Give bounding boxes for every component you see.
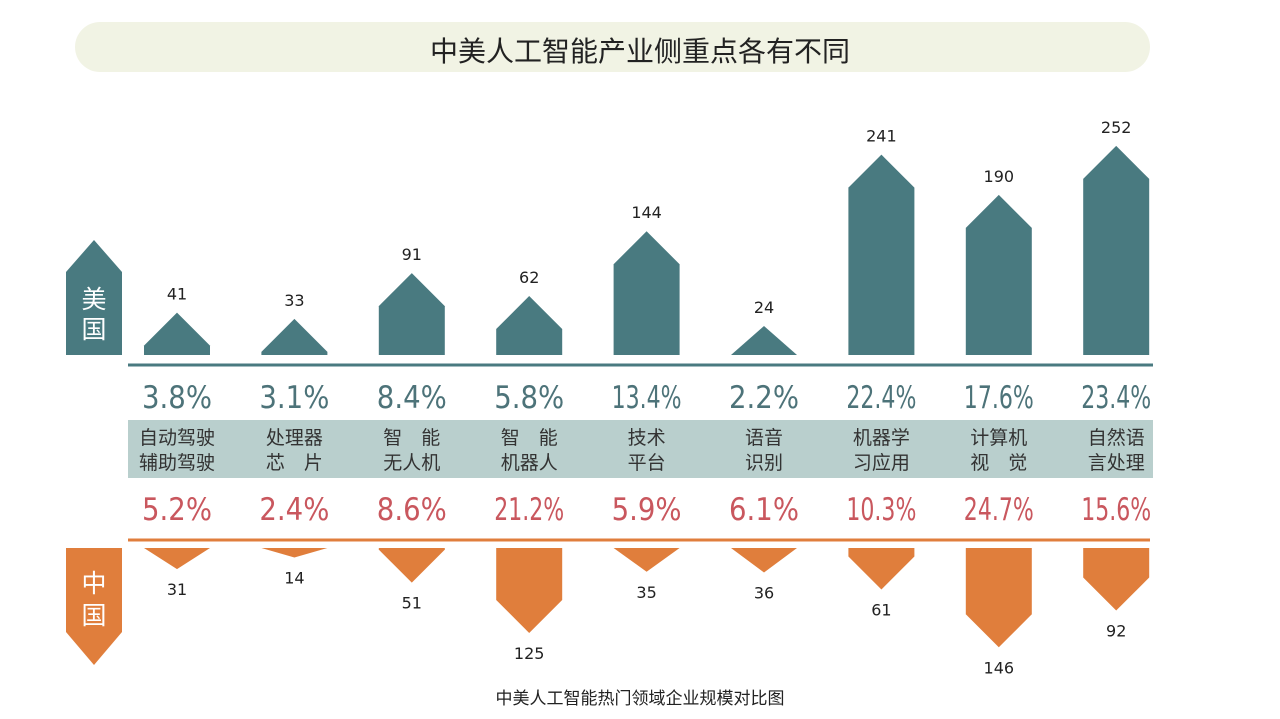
us-share-label: 5.8% xyxy=(494,380,564,416)
us-share-label: 13.4% xyxy=(612,380,682,416)
us-value-label: 41 xyxy=(167,285,187,304)
us-share-label: 3.1% xyxy=(259,380,329,416)
category-label: 无人机 xyxy=(383,452,440,474)
category-label: 智 能 xyxy=(383,427,440,449)
category-label: 计算机 xyxy=(970,427,1027,449)
cn-share-label: 21.2% xyxy=(494,492,564,528)
us-share-label: 8.4% xyxy=(377,380,447,416)
cn-bar xyxy=(848,548,915,590)
category-label: 语音 xyxy=(745,427,783,449)
us-bar xyxy=(965,194,1032,355)
category-label: 识别 xyxy=(745,452,783,474)
cn-share-label: 5.9% xyxy=(612,492,682,528)
category-label: 言处理 xyxy=(1088,452,1145,474)
us-bar xyxy=(613,231,680,355)
category-label: 机器人 xyxy=(501,452,558,474)
cn-legend-label: 中 xyxy=(81,569,106,598)
cn-share-label: 5.2% xyxy=(142,492,212,528)
us-value-label: 144 xyxy=(631,203,662,222)
category-label: 辅助驾驶 xyxy=(139,452,215,474)
cn-value-label: 31 xyxy=(167,580,187,599)
chart-title: 中美人工智能产业侧重点各有不同 xyxy=(429,35,850,68)
cn-bar xyxy=(261,548,328,558)
us-legend-label: 国 xyxy=(81,315,106,344)
cn-share-label: 2.4% xyxy=(259,492,329,528)
cn-share-label: 24.7% xyxy=(964,492,1034,528)
cn-share-label: 8.6% xyxy=(377,492,447,528)
category-label: 智 能 xyxy=(501,427,558,449)
category-label: 技术 xyxy=(628,427,666,449)
cn-bar xyxy=(378,548,445,583)
cn-value-label: 35 xyxy=(636,583,656,602)
us-share-label: 22.4% xyxy=(846,380,916,416)
cn-value-label: 92 xyxy=(1106,622,1126,641)
us-value-label: 241 xyxy=(866,127,897,146)
cn-bar xyxy=(1083,548,1150,611)
category-label: 自动驾驶 xyxy=(139,427,215,449)
cn-bar xyxy=(731,548,797,573)
us-share-label: 3.8% xyxy=(142,380,212,416)
us-bar xyxy=(1083,145,1150,355)
category-label: 平台 xyxy=(628,452,666,474)
us-value-label: 24 xyxy=(754,298,774,317)
cn-bar xyxy=(144,548,210,570)
cn-value-label: 14 xyxy=(284,569,304,588)
cn-bar xyxy=(613,548,680,572)
us-bar xyxy=(848,154,915,355)
category-label: 处理器 xyxy=(266,427,323,449)
us-bar xyxy=(144,312,210,355)
title-background xyxy=(75,22,1150,72)
cn-value-label: 146 xyxy=(984,658,1015,677)
cn-share-label: 6.1% xyxy=(729,492,799,528)
us-value-label: 252 xyxy=(1101,118,1132,137)
category-label: 芯 片 xyxy=(266,452,323,474)
category-label: 视 觉 xyxy=(970,452,1027,474)
us-share-label: 17.6% xyxy=(964,380,1034,416)
us-bar xyxy=(496,296,563,355)
cn-share-label: 15.6% xyxy=(1081,492,1151,528)
cn-legend-marker xyxy=(66,548,122,665)
category-band xyxy=(128,420,1153,478)
cn-value-label: 51 xyxy=(402,594,422,613)
us-share-label: 2.2% xyxy=(729,380,799,416)
us-legend-marker xyxy=(66,240,122,355)
cn-bar xyxy=(496,548,563,633)
us-value-label: 33 xyxy=(284,291,304,310)
us-value-label: 91 xyxy=(402,245,422,264)
cn-value-label: 61 xyxy=(871,600,891,619)
us-bar xyxy=(261,318,328,355)
cn-legend-label: 国 xyxy=(81,601,106,630)
us-value-label: 62 xyxy=(519,268,539,287)
cn-bar xyxy=(965,548,1032,648)
cn-share-label: 10.3% xyxy=(846,492,916,528)
chart-caption: 中美人工智能热门领域企业规模对比图 xyxy=(495,689,785,709)
us-legend-label: 美 xyxy=(81,285,106,314)
us-bar xyxy=(378,273,445,355)
us-share-label: 23.4% xyxy=(1081,380,1151,416)
cn-value-label: 125 xyxy=(514,644,545,663)
cn-value-label: 36 xyxy=(754,583,774,602)
category-label: 自然语 xyxy=(1088,427,1145,449)
us-bar xyxy=(731,326,797,355)
category-label: 机器学 xyxy=(853,427,910,449)
category-label: 习应用 xyxy=(853,452,910,474)
us-value-label: 190 xyxy=(984,167,1015,186)
